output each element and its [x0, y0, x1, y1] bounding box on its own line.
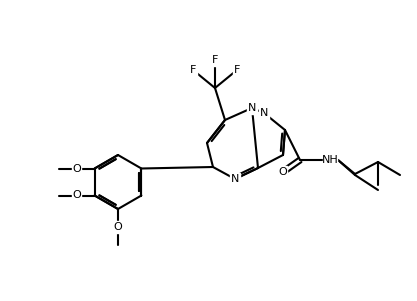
Text: N: N [231, 174, 239, 184]
Text: F: F [234, 65, 240, 75]
Text: O: O [72, 191, 81, 200]
Bar [230, 172, 240, 185]
Bar [279, 166, 287, 178]
Text: F: F [212, 55, 218, 65]
Bar [211, 54, 219, 66]
Bar [72, 190, 81, 201]
Bar [259, 107, 269, 119]
Text: O: O [279, 167, 287, 177]
Bar [233, 64, 241, 76]
Bar [247, 102, 257, 114]
Bar [188, 64, 198, 76]
Text: F: F [190, 65, 196, 75]
Text: O: O [72, 163, 81, 173]
Text: NH: NH [322, 155, 338, 165]
Bar [322, 154, 337, 166]
Bar [113, 221, 123, 233]
Text: N: N [248, 103, 256, 113]
Bar [72, 163, 81, 174]
Text: O: O [113, 222, 122, 232]
Text: N: N [260, 108, 268, 118]
